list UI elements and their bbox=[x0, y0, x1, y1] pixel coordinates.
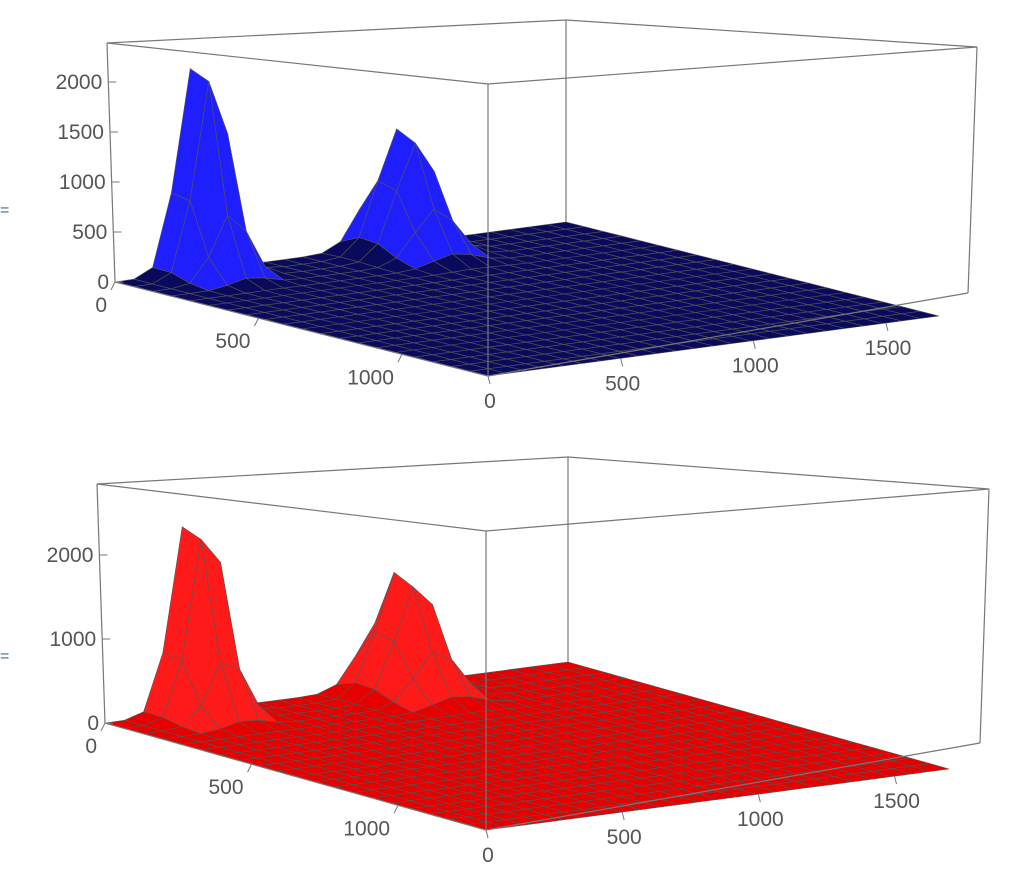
box-edge bbox=[96, 483, 106, 724]
y-tick-label: 0 bbox=[484, 390, 496, 413]
x-tick-label: 0 bbox=[95, 294, 107, 317]
x-tick-label: 500 bbox=[208, 776, 243, 799]
z-tick-label: 0 bbox=[87, 712, 99, 735]
z-tick-label: 2000 bbox=[56, 71, 103, 94]
box-edge bbox=[106, 42, 489, 85]
bounding-box bbox=[96, 456, 990, 744]
y-tick-mark bbox=[894, 776, 898, 785]
x-tick-mark bbox=[397, 354, 403, 363]
x-tick-mark bbox=[254, 317, 259, 327]
surface-plot-blue-svg: 0 500 1000 1500 2000 0 500 1000 0 500 1000 1500 bbox=[56, 19, 978, 413]
y-tick-label: 1000 bbox=[732, 355, 779, 378]
surface-plot-blue: 0 500 1000 1500 2000 0 500 1000 0 500 1000 1500 bbox=[0, 0, 1012, 430]
box-edge bbox=[106, 42, 116, 283]
y-tick-mark bbox=[752, 340, 756, 349]
x-tick-mark bbox=[393, 805, 399, 814]
surface-plot-red-svg: 0 1000 2000 0 500 1000 0 500 1000 1500 bbox=[47, 456, 990, 867]
z-tick-label: 500 bbox=[72, 221, 107, 244]
box-edge bbox=[487, 292, 969, 377]
y-tick-mark bbox=[757, 793, 761, 803]
z-axis: 0 1000 2000 bbox=[47, 544, 113, 735]
z-tick-label: 0 bbox=[97, 271, 109, 294]
x-tick-mark bbox=[110, 281, 116, 291]
x-axis: 0 500 1000 bbox=[85, 722, 399, 840]
z-tick-label: 1000 bbox=[59, 171, 106, 194]
x-tick-label: 500 bbox=[215, 330, 250, 353]
surface-plot-red: 0 1000 2000 0 500 1000 0 500 1000 1500 bbox=[0, 440, 1012, 884]
z-tick-label: 2000 bbox=[47, 544, 94, 567]
y-tick-label: 500 bbox=[607, 826, 642, 849]
y-tick-mark bbox=[620, 358, 624, 367]
front-box bbox=[104, 531, 981, 831]
x-tick-mark bbox=[247, 763, 252, 773]
box-edge bbox=[967, 46, 978, 294]
box-edge bbox=[106, 19, 567, 44]
z-tick-label: 1000 bbox=[49, 628, 96, 651]
x-axis: 0 500 1000 bbox=[95, 281, 403, 389]
box-edge bbox=[114, 281, 489, 377]
y-tick-label: 0 bbox=[482, 844, 494, 867]
box-edge bbox=[487, 46, 978, 85]
box-edge bbox=[96, 483, 487, 532]
y-tick-mark bbox=[621, 811, 625, 821]
x-tick-label: 1000 bbox=[343, 817, 390, 840]
y-axis: 0 500 1000 1500 bbox=[482, 776, 920, 867]
x-tick-label: 1000 bbox=[347, 366, 394, 389]
front-box bbox=[114, 84, 969, 377]
z-tick-label: 1500 bbox=[57, 121, 104, 144]
y-tick-mark bbox=[485, 829, 489, 839]
y-tick-label: 1000 bbox=[737, 808, 784, 831]
output-marker-2: = bbox=[0, 648, 10, 665]
box-edge bbox=[104, 722, 487, 831]
z-axis: 0 500 1000 1500 2000 bbox=[56, 71, 123, 294]
bounding-box bbox=[106, 19, 978, 294]
y-tick-mark bbox=[487, 375, 491, 385]
x-tick-label: 0 bbox=[85, 735, 97, 758]
output-marker-1: = bbox=[0, 202, 10, 219]
box-edge bbox=[567, 456, 990, 490]
y-tick-mark bbox=[885, 322, 889, 332]
y-tick-label: 1500 bbox=[873, 790, 920, 813]
y-tick-label: 1500 bbox=[865, 337, 912, 360]
y-tick-label: 500 bbox=[605, 372, 640, 395]
box-edge bbox=[96, 456, 569, 485]
box-edge bbox=[979, 488, 990, 744]
surface bbox=[114, 68, 940, 377]
y-axis: 0 500 1000 1500 bbox=[484, 322, 912, 413]
x-tick-mark bbox=[100, 722, 106, 732]
box-edge bbox=[565, 19, 978, 48]
box-edge bbox=[485, 742, 981, 831]
box-edge bbox=[485, 488, 990, 532]
surface bbox=[104, 526, 950, 831]
